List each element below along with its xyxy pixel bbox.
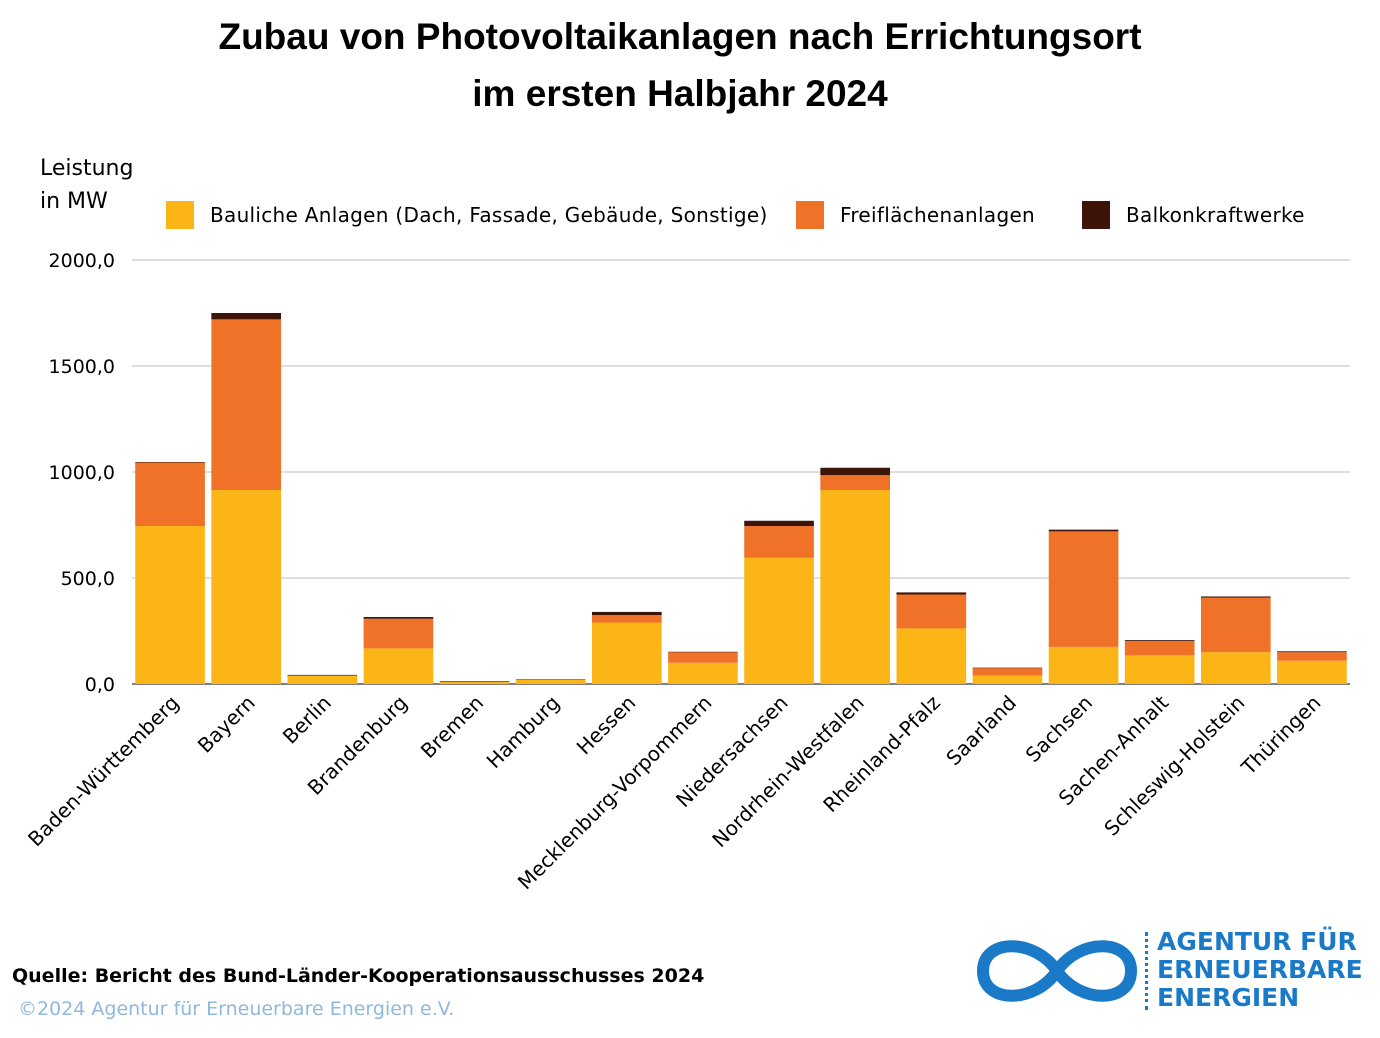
bar-13-series-2	[1124, 640, 1195, 641]
bar-3-series-0	[363, 648, 434, 684]
legend-item-freiflaechenanlagen: Freiflächenanlagen	[796, 199, 1035, 231]
bar-9-series-0	[820, 490, 891, 684]
bar-14-series-2	[1200, 596, 1271, 598]
bar-2-series-2	[287, 674, 358, 676]
bar-6-series-0	[591, 622, 662, 684]
bar-9-series-1	[820, 475, 891, 491]
y-tick-label-2: 1000,0	[49, 462, 115, 484]
y-tick-label-3: 1500,0	[49, 356, 115, 378]
bar-9-series-2	[820, 467, 891, 476]
x-tick-label-4: Bremen	[416, 691, 488, 763]
x-tick-label-12: Sachsen	[1021, 691, 1097, 767]
logo-text-line-3: ENERGIEN	[1157, 983, 1300, 1012]
x-tick-label-9: Nordrhein-Westfalen	[707, 691, 868, 852]
bar-15-series-2	[1277, 651, 1347, 653]
infinity-logo-icon	[976, 940, 1138, 1002]
bar-7-series-0	[668, 662, 738, 684]
bar-8-series-1	[744, 526, 814, 558]
y-axis-label-line-2: in MW	[40, 189, 108, 214]
bar-11-series-2	[972, 667, 1043, 669]
x-tick-label-11: Saarland	[941, 691, 1021, 771]
bar-1-series-0	[211, 490, 282, 684]
y-axis-label-line-1: Leistung	[40, 156, 134, 181]
bar-15-series-1	[1277, 652, 1347, 661]
bar-11-series-0	[972, 675, 1043, 684]
bar-8-series-0	[744, 557, 814, 684]
bar-1-series-2	[211, 313, 282, 320]
legend-swatch-balkonkraftwerke	[1082, 201, 1110, 229]
bar-10-series-1	[896, 594, 967, 629]
x-tick-label-15: Thüringen	[1236, 691, 1326, 781]
source-note: Quelle: Bericht des Bund-Länder-Kooperat…	[12, 965, 705, 987]
legend-item-bauliche-anlagen: Bauliche Anlagen (Dach, Fassade, Gebäude…	[166, 199, 768, 231]
bar-12-series-0	[1048, 646, 1119, 684]
bar-0-series-2	[135, 462, 205, 463]
bar-3-series-1	[363, 618, 434, 649]
chart-title-line-2: im ersten Halbjahr 2024	[472, 73, 888, 114]
bar-0-series-0	[135, 526, 205, 684]
bar-5-series-0	[515, 679, 586, 684]
bar-7-series-1	[668, 652, 738, 663]
logo-divider	[1145, 932, 1148, 1010]
bar-12-series-1	[1048, 531, 1119, 647]
bar-3-series-2	[363, 617, 434, 619]
bar-4-series-2	[439, 681, 510, 682]
bar-6-series-2	[591, 611, 662, 616]
bar-10-series-0	[896, 628, 967, 684]
legend-item-balkonkraftwerke: Balkonkraftwerke	[1082, 199, 1305, 231]
bar-5-series-2	[515, 679, 586, 680]
legend-swatch-bauliche-anlagen	[166, 201, 194, 229]
bar-6-series-1	[591, 615, 662, 623]
y-axis-label: Leistung in MW	[40, 152, 133, 218]
legend-label-freiflaechenanlagen: Freiflächenanlagen	[840, 203, 1036, 227]
logo-text-line-1: AGENTUR FÜR	[1157, 927, 1357, 956]
x-tick-label-0: Baden-Württemberg	[23, 691, 184, 852]
logo-text-line-2: ERNEUERBARE	[1157, 955, 1363, 984]
bar-14-series-0	[1200, 652, 1271, 684]
chart-title: Zubau von Photovoltaikanlagen nach Erric…	[0, 8, 1360, 122]
legend-swatch-freiflaechenanlagen	[796, 201, 824, 229]
y-tick-label-0: 0,0	[85, 674, 115, 696]
legend-label-bauliche-anlagen: Bauliche Anlagen (Dach, Fassade, Gebäude…	[210, 203, 768, 227]
bar-4-series-0	[439, 681, 510, 684]
bar-15-series-0	[1277, 660, 1347, 684]
copyright-note: ©2024 Agentur für Erneuerbare Energien e…	[18, 998, 455, 1020]
logo-text: AGENTUR FÜR ERNEUERBARE ENERGIEN	[1157, 928, 1363, 1012]
bar-10-series-2	[896, 592, 967, 595]
bar-2-series-0	[287, 675, 358, 684]
x-tick-label-2: Berlin	[278, 691, 336, 749]
stacked-bar-chart: 0,0 500,0 1000,0 1500,0 2000,0 Baden-Württemb…	[23, 250, 1350, 894]
bar-12-series-2	[1048, 529, 1119, 532]
x-tick-label-6: Hessen	[572, 691, 641, 760]
chart-title-line-1: Zubau von Photovoltaikanlagen nach Erric…	[218, 16, 1142, 57]
bar-7-series-2	[668, 651, 738, 653]
bar-0-series-1	[135, 462, 205, 527]
x-tick-label-14: Schleswig-Holstein	[1099, 691, 1249, 841]
bar-1-series-1	[211, 319, 282, 491]
bar-14-series-1	[1200, 597, 1271, 653]
x-tick-label-5: Hamburg	[482, 691, 565, 774]
agentur-logo: AGENTUR FÜR ERNEUERBARE ENERGIEN	[975, 926, 1363, 1016]
y-tick-label-4: 2000,0	[49, 250, 115, 272]
bar-13-series-0	[1124, 655, 1195, 684]
bar-11-series-1	[972, 668, 1043, 676]
legend-label-balkonkraftwerke: Balkonkraftwerke	[1126, 203, 1305, 227]
x-tick-label-1: Bayern	[193, 691, 260, 758]
bar-8-series-2	[744, 520, 814, 527]
y-tick-label-1: 500,0	[61, 568, 115, 590]
bar-13-series-1	[1124, 640, 1195, 656]
